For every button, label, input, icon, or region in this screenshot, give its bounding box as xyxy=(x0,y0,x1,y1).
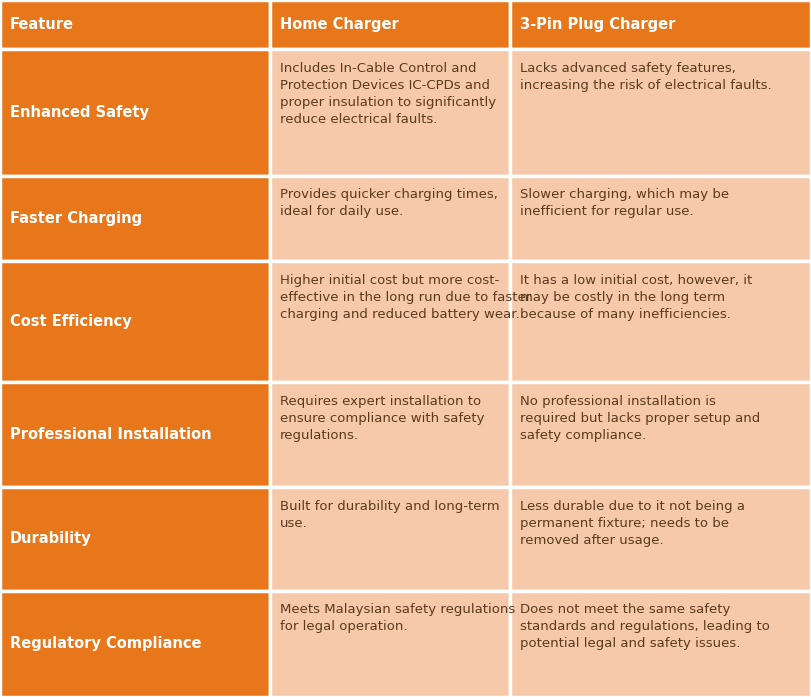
Bar xyxy=(510,383,811,487)
Text: Provides quicker charging times,
ideal for daily use.: Provides quicker charging times, ideal f… xyxy=(280,188,498,218)
Text: Home Charger: Home Charger xyxy=(280,17,398,32)
Bar xyxy=(0,487,270,591)
Bar xyxy=(0,261,270,383)
Bar xyxy=(0,591,270,697)
Bar xyxy=(270,0,510,49)
Bar xyxy=(510,487,811,591)
Bar xyxy=(270,176,510,261)
Bar xyxy=(270,49,510,176)
Text: Less durable due to it not being a
permanent fixture; needs to be
removed after : Less durable due to it not being a perma… xyxy=(520,500,744,546)
Bar xyxy=(510,49,811,176)
Text: Enhanced Safety: Enhanced Safety xyxy=(10,105,148,120)
Bar xyxy=(510,261,811,383)
Bar xyxy=(270,591,510,697)
Text: Lacks advanced safety features,
increasing the risk of electrical faults.: Lacks advanced safety features, increasi… xyxy=(520,61,771,91)
Bar xyxy=(510,0,811,49)
Text: 3-Pin Plug Charger: 3-Pin Plug Charger xyxy=(520,17,676,32)
Text: It has a low initial cost, however, it
may be costly in the long term
because of: It has a low initial cost, however, it m… xyxy=(520,274,752,321)
Bar xyxy=(0,176,270,261)
Text: Includes In-Cable Control and
Protection Devices IC-CPDs and
proper insulation t: Includes In-Cable Control and Protection… xyxy=(280,61,496,125)
Text: Regulatory Compliance: Regulatory Compliance xyxy=(10,636,201,652)
Text: Professional Installation: Professional Installation xyxy=(10,427,212,442)
Text: Durability: Durability xyxy=(10,531,92,546)
Bar xyxy=(270,487,510,591)
Bar xyxy=(0,49,270,176)
Text: Built for durability and long-term
use.: Built for durability and long-term use. xyxy=(280,500,500,530)
Text: Does not meet the same safety
standards and regulations, leading to
potential le: Does not meet the same safety standards … xyxy=(520,604,770,650)
Text: Feature: Feature xyxy=(10,17,74,32)
Bar xyxy=(270,261,510,383)
Text: No professional installation is
required but lacks proper setup and
safety compl: No professional installation is required… xyxy=(520,395,760,442)
Text: Higher initial cost but more cost-
effective in the long run due to faster
charg: Higher initial cost but more cost- effec… xyxy=(280,274,531,321)
Bar xyxy=(510,591,811,697)
Bar xyxy=(270,383,510,487)
Bar xyxy=(0,383,270,487)
Text: Meets Malaysian safety regulations
for legal operation.: Meets Malaysian safety regulations for l… xyxy=(280,604,515,634)
Text: Cost Efficiency: Cost Efficiency xyxy=(10,314,131,330)
Text: Slower charging, which may be
inefficient for regular use.: Slower charging, which may be inefficien… xyxy=(520,188,729,218)
Text: Faster Charging: Faster Charging xyxy=(10,211,142,226)
Bar xyxy=(0,0,270,49)
Bar xyxy=(510,176,811,261)
Text: Requires expert installation to
ensure compliance with safety
regulations.: Requires expert installation to ensure c… xyxy=(280,395,484,442)
